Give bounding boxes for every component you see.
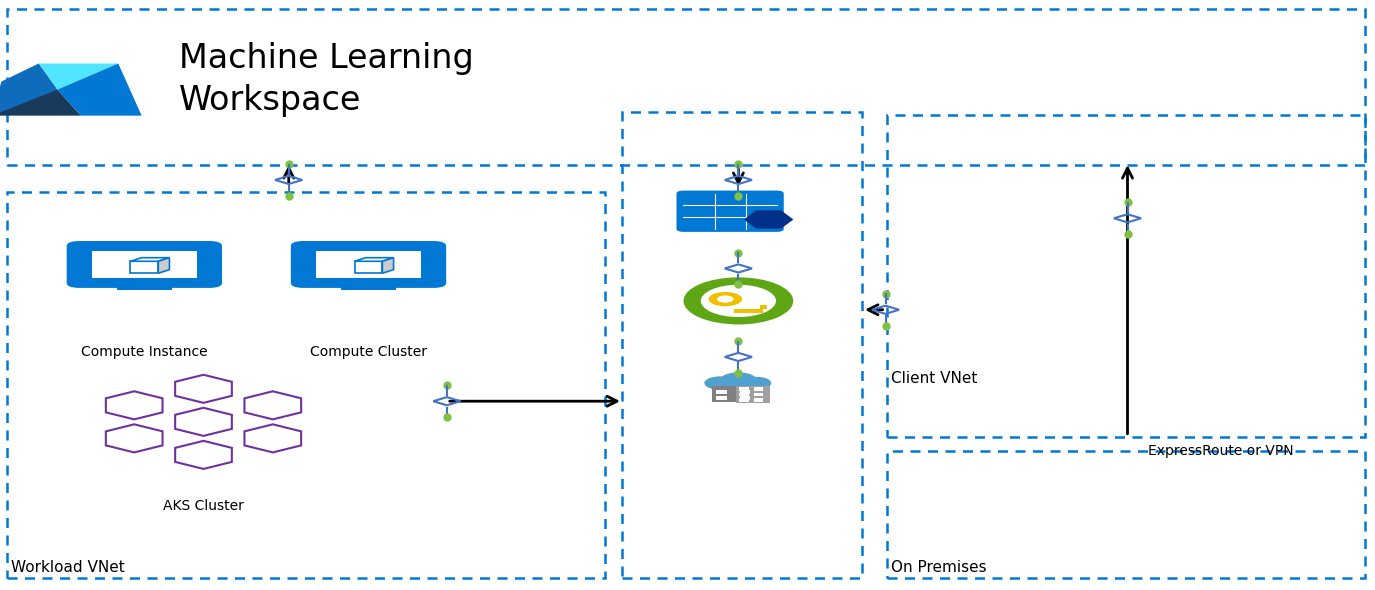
Bar xyxy=(760,306,767,309)
Bar xyxy=(716,396,727,401)
Polygon shape xyxy=(131,258,169,261)
Bar xyxy=(712,386,764,402)
Bar xyxy=(622,112,862,578)
Bar xyxy=(754,393,763,396)
Bar xyxy=(140,281,148,287)
Bar xyxy=(341,287,396,290)
Bar xyxy=(117,287,172,290)
Text: ExpressRoute or VPN: ExpressRoute or VPN xyxy=(1148,444,1294,458)
Polygon shape xyxy=(0,64,58,116)
Text: Compute Cluster: Compute Cluster xyxy=(309,345,428,359)
FancyBboxPatch shape xyxy=(290,240,447,289)
Text: On Premises: On Premises xyxy=(891,560,987,575)
Polygon shape xyxy=(744,210,793,229)
Circle shape xyxy=(742,377,771,389)
Bar xyxy=(740,388,749,391)
Bar xyxy=(740,393,749,396)
Polygon shape xyxy=(0,90,81,116)
Polygon shape xyxy=(38,64,118,90)
Polygon shape xyxy=(382,258,393,273)
Bar xyxy=(7,9,1365,165)
Bar xyxy=(131,261,158,273)
Circle shape xyxy=(708,292,742,306)
FancyBboxPatch shape xyxy=(66,240,223,289)
Polygon shape xyxy=(58,64,142,116)
Circle shape xyxy=(701,285,775,317)
Bar xyxy=(751,309,758,313)
Circle shape xyxy=(716,296,734,303)
Circle shape xyxy=(683,277,793,325)
Bar xyxy=(716,389,727,394)
Text: Workload VNet: Workload VNet xyxy=(11,560,125,575)
Bar xyxy=(740,389,751,394)
Text: Client VNet: Client VNet xyxy=(891,372,978,386)
FancyBboxPatch shape xyxy=(676,191,784,232)
Bar xyxy=(887,451,1365,578)
Bar xyxy=(355,261,382,273)
Circle shape xyxy=(704,376,736,390)
Bar xyxy=(740,398,749,402)
Bar xyxy=(734,309,763,313)
Bar xyxy=(364,281,373,287)
Bar xyxy=(316,251,421,278)
Bar xyxy=(754,388,763,391)
Circle shape xyxy=(720,372,756,388)
Bar xyxy=(7,192,605,578)
Bar xyxy=(92,251,197,278)
Bar xyxy=(754,398,763,402)
Bar xyxy=(736,386,770,404)
Text: Machine Learning
Workspace: Machine Learning Workspace xyxy=(179,42,473,117)
Polygon shape xyxy=(355,258,393,261)
Polygon shape xyxy=(158,258,169,273)
Bar xyxy=(887,115,1365,437)
Text: AKS Cluster: AKS Cluster xyxy=(164,499,243,513)
Bar xyxy=(740,396,751,401)
Text: Compute Instance: Compute Instance xyxy=(81,345,208,359)
